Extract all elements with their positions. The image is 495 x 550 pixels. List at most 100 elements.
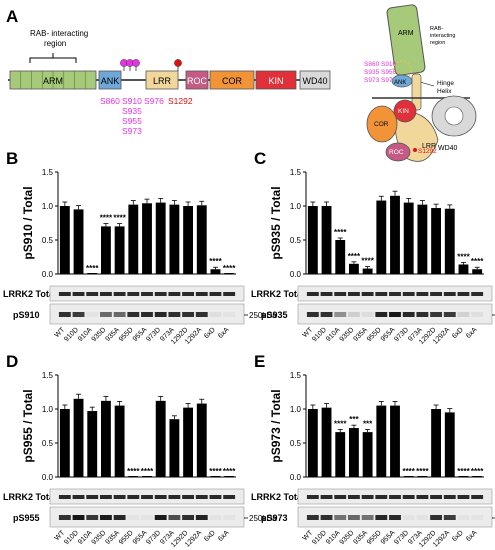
blot-band-total <box>347 292 360 296</box>
blot-band-phospho <box>416 515 429 520</box>
bar <box>472 269 483 274</box>
blot-band-total <box>334 292 347 296</box>
blot-band-total <box>347 495 360 499</box>
domain-bar: ARM ANK LRR ROC COR KIN WD40 <box>9 70 331 90</box>
blot-band-total <box>168 495 181 499</box>
blot-band-total <box>182 495 195 499</box>
blot-band-total <box>389 292 401 296</box>
blot-band-total <box>182 292 195 296</box>
blot-phospho <box>49 506 245 528</box>
y-tick-label: 1.5 <box>42 168 54 177</box>
significance-mark: **** <box>348 252 361 261</box>
blot-band-phospho <box>223 515 236 520</box>
blot-band-phospho <box>58 312 71 317</box>
struct-hinge-1: Hinge <box>437 80 454 87</box>
blot-label-phospho: pS955 <box>13 513 40 523</box>
bar <box>444 208 455 274</box>
blot-label-total: LRRK2 Total <box>251 492 304 502</box>
struct-sites-3: S973 S976 <box>364 77 397 84</box>
significance-mark: **** <box>402 467 415 476</box>
x-tick-label: 6xD <box>203 326 217 340</box>
struct-kin <box>393 99 417 123</box>
blot-band-phospho <box>127 515 140 520</box>
domain-lrr <box>145 70 179 90</box>
bar <box>169 204 180 274</box>
bar <box>348 428 359 477</box>
blot-band-total <box>361 495 374 499</box>
x-tick-label: 955D <box>366 326 383 343</box>
blot-band-phospho <box>347 312 360 317</box>
structure-cartoon: ARM RAB- interacting region Hinge Helix … <box>364 4 477 162</box>
rab-label-line1: RAB- interacting <box>30 29 88 38</box>
struct-s1292-dot <box>413 148 417 152</box>
blot-band-phospho <box>223 312 236 317</box>
y-tick-label: 1.5 <box>290 371 302 380</box>
blot-band-phospho <box>58 515 71 520</box>
y-tick-label: 1.0 <box>42 202 54 211</box>
domain-ank-label: ANK <box>101 76 120 86</box>
bar <box>335 240 346 274</box>
struct-site-burst <box>392 60 412 80</box>
bar <box>362 432 373 477</box>
struct-hinge-helix <box>411 73 422 111</box>
blot-band-phospho <box>347 515 360 520</box>
x-tick-label: 955D <box>118 529 135 546</box>
blot-band-total <box>72 495 85 499</box>
struct-roc <box>385 142 411 162</box>
significance-mark: **** <box>361 257 374 266</box>
site-pin-head <box>132 59 140 67</box>
blot-band-total <box>127 495 140 499</box>
blot-band-phospho <box>320 515 333 520</box>
significance-mark: **** <box>113 214 126 223</box>
blot-band-total <box>306 495 319 499</box>
bar <box>472 476 483 477</box>
struct-wd40-core <box>444 106 464 126</box>
blot-band-phospho <box>182 312 195 317</box>
bar <box>376 200 387 274</box>
significance-mark: *** <box>349 415 359 424</box>
domain-kin <box>255 70 297 90</box>
struct-wd40-label: WD40 <box>438 145 458 152</box>
bar <box>431 208 442 274</box>
rab-label-line2: region <box>44 39 66 48</box>
blot-band-phospho <box>72 312 85 317</box>
domain-roc-label: ROC <box>187 76 208 86</box>
blot-band-total <box>86 292 99 296</box>
blot-band-phospho <box>334 515 347 520</box>
blot-band-total <box>457 292 470 296</box>
y-tick-label: 1.5 <box>42 371 54 380</box>
significance-mark: **** <box>209 467 222 476</box>
blot-band-phospho <box>86 312 99 317</box>
site-s860: S860 <box>100 96 120 106</box>
blot-band-phospho <box>457 312 470 317</box>
site-pin-head <box>174 59 182 67</box>
bar <box>183 407 194 477</box>
bar <box>59 206 70 274</box>
bar <box>155 400 166 477</box>
struct-sites-2: S935 S955 <box>364 69 397 76</box>
panel-letter: B <box>6 149 18 168</box>
bar <box>417 476 428 477</box>
blot-band-total <box>99 495 112 499</box>
bar <box>403 476 414 477</box>
blot-band-phospho <box>306 312 319 317</box>
blot-band-phospho <box>430 515 443 520</box>
blot-band-total <box>306 292 319 296</box>
blot-label-phospho: pS973 <box>261 513 288 523</box>
blot-band-total <box>86 495 99 499</box>
x-tick-label: 910D <box>63 529 80 546</box>
blot-band-phospho <box>471 312 484 317</box>
significance-mark: *** <box>363 419 373 428</box>
bar <box>142 476 152 477</box>
blot-band-total <box>195 292 208 296</box>
blot-label-total: LRRK2 Total <box>3 289 56 299</box>
blot-label-total: LRRK2 Total <box>3 492 56 502</box>
bar <box>169 419 180 477</box>
bar <box>431 409 442 477</box>
struct-roc-label: ROC <box>389 149 404 156</box>
blot-band-total <box>375 495 388 499</box>
blot-band-total <box>402 292 415 296</box>
blot-band-total <box>127 292 140 296</box>
blot-band-phospho <box>361 312 374 317</box>
